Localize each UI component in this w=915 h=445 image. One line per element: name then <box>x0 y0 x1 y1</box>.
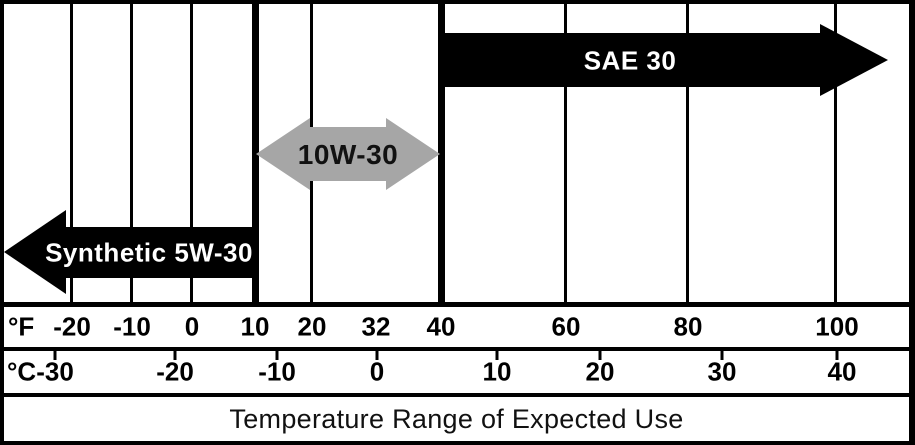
10w-30-label: 10W-30 <box>297 139 399 170</box>
c-tick-10: 10 <box>482 356 512 387</box>
f-tick-32: 32 <box>361 311 391 342</box>
celsius-scale-row: °C -30 -20 -10 0 10 20 30 40 <box>4 351 909 397</box>
c-tick-minus10: -10 <box>258 356 296 387</box>
gridline-f-minus10 <box>130 4 133 302</box>
synthetic-5w-30-arrow-left-head-icon <box>4 210 66 294</box>
synthetic-5w-30-arrow-body <box>64 227 256 278</box>
gridline-f-minus20 <box>70 4 73 302</box>
c-tick-minus20: -20 <box>156 356 194 387</box>
chart-title-row: Temperature Range of Expected Use <box>4 397 909 441</box>
sae-30-label: SAE 30 <box>583 45 677 76</box>
f-tick-minus20: -20 <box>53 311 91 342</box>
f-tick-80: 80 <box>673 311 703 342</box>
10w-30-arrow-left-head-icon <box>256 118 310 190</box>
10w-30-arrow-right-head-icon <box>386 118 440 190</box>
gridline-f-60 <box>564 4 567 302</box>
c-tickmark-20 <box>598 351 602 360</box>
c-tick-40: 40 <box>827 356 857 387</box>
f-tick-0: 0 <box>184 311 200 342</box>
10w-30-arrow-body <box>308 127 388 181</box>
c-tickmark-10 <box>495 351 499 360</box>
c-tickmark-minus30 <box>53 351 57 360</box>
gridline-f-80 <box>686 4 689 302</box>
chart-title: Temperature Range of Expected Use <box>229 403 684 434</box>
fahrenheit-scale-row: °F -20 -10 0 10 20 32 40 60 80 100 <box>4 307 909 351</box>
c-tickmark-minus20 <box>173 351 177 360</box>
f-tick-20: 20 <box>297 311 327 342</box>
synthetic-5w-30-label: Synthetic 5W-30 <box>45 237 253 268</box>
sae-30-arrow-body <box>440 33 820 87</box>
f-tick-100: 100 <box>815 311 859 342</box>
c-tickmark-0 <box>375 351 379 360</box>
celsius-unit-label: °C <box>7 356 37 387</box>
c-tickmark-40 <box>835 351 839 360</box>
gridline-f-0 <box>190 4 193 302</box>
c-tickmark-minus10 <box>275 351 279 360</box>
gridline-f-40-emphasized <box>438 4 445 302</box>
gridline-f-100 <box>834 4 837 302</box>
sae-30-arrow-right-head-icon <box>820 24 888 96</box>
f-tick-40: 40 <box>426 311 456 342</box>
c-tick-0: 0 <box>369 356 385 387</box>
f-tick-minus10: -10 <box>113 311 151 342</box>
c-tickmark-30 <box>720 351 724 360</box>
c-tick-20: 20 <box>585 356 615 387</box>
c-tick-30: 30 <box>707 356 737 387</box>
f-tick-60: 60 <box>551 311 581 342</box>
fahrenheit-unit-label: °F <box>8 311 35 342</box>
gridline-f-10-emphasized <box>252 4 259 302</box>
c-tick-minus30: -30 <box>36 356 74 387</box>
f-tick-10: 10 <box>240 311 270 342</box>
chart-plot-area: SAE 30 10W-30 Synthetic 5W-30 <box>4 4 909 307</box>
